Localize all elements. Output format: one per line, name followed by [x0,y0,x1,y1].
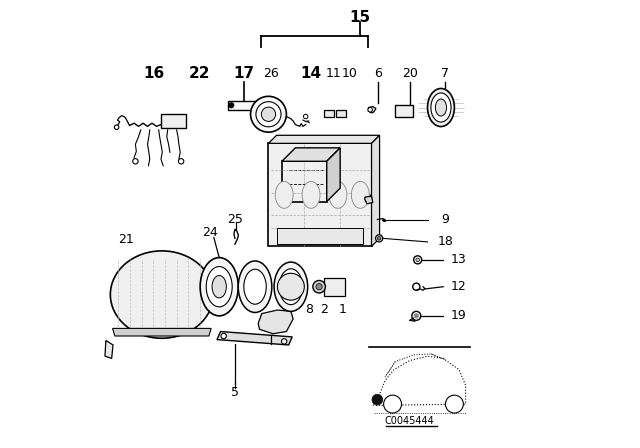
Circle shape [261,107,276,121]
Circle shape [132,159,138,164]
Ellipse shape [351,181,369,208]
Polygon shape [258,310,293,334]
Bar [161,114,186,128]
Polygon shape [365,196,373,204]
Circle shape [303,114,308,119]
Text: 5: 5 [231,385,239,399]
Bar [324,278,345,296]
Circle shape [115,125,119,129]
Text: 25: 25 [227,213,243,226]
Ellipse shape [431,93,451,122]
Ellipse shape [244,269,266,304]
Polygon shape [113,328,211,336]
Ellipse shape [206,267,232,307]
Text: 13: 13 [451,253,467,267]
Text: 11: 11 [326,67,341,81]
Circle shape [368,108,372,112]
Ellipse shape [329,181,347,208]
Circle shape [278,273,305,300]
Polygon shape [278,228,362,244]
Ellipse shape [274,262,308,311]
Circle shape [413,283,420,290]
Text: ✦═╌: ✦═╌ [165,116,181,125]
Circle shape [445,395,463,413]
Circle shape [251,96,287,132]
Circle shape [282,339,287,344]
Text: 24: 24 [202,226,218,240]
Circle shape [413,256,422,264]
Text: 20: 20 [402,67,417,81]
Bar [396,105,413,117]
Ellipse shape [110,251,213,338]
Polygon shape [269,135,380,143]
Circle shape [228,103,234,108]
Text: 22: 22 [188,66,210,82]
Text: 6: 6 [374,67,382,81]
Text: 19: 19 [451,309,467,323]
Circle shape [221,333,227,339]
Polygon shape [369,107,376,113]
Ellipse shape [435,99,447,116]
Ellipse shape [302,181,320,208]
Circle shape [179,159,184,164]
Polygon shape [105,340,113,358]
Text: 26: 26 [263,67,278,81]
Circle shape [416,258,419,262]
Circle shape [376,235,383,242]
Circle shape [414,314,419,318]
Polygon shape [217,332,292,345]
Text: C0045444: C0045444 [385,416,435,426]
Polygon shape [282,148,340,161]
Text: 12: 12 [451,280,467,293]
Bar [324,110,334,117]
Text: 14: 14 [300,66,322,82]
Text: 3: 3 [285,302,292,316]
Text: 9: 9 [442,213,449,226]
Polygon shape [269,143,371,246]
Polygon shape [327,148,340,202]
Ellipse shape [275,181,293,208]
Ellipse shape [200,258,238,316]
Text: 8: 8 [305,302,313,316]
Text: 16: 16 [143,66,165,82]
Circle shape [256,102,281,127]
Circle shape [378,237,381,240]
Text: 1: 1 [339,302,346,316]
Text: 18: 18 [438,235,453,249]
Text: 15: 15 [349,10,371,26]
Circle shape [383,395,401,413]
Text: 2: 2 [321,302,328,316]
Bar [228,101,257,110]
Text: 21: 21 [118,233,134,246]
Polygon shape [282,161,327,202]
Circle shape [316,284,323,290]
Text: 23: 23 [364,193,380,206]
Circle shape [412,311,421,320]
Ellipse shape [238,261,272,313]
Text: 4: 4 [267,334,275,347]
Circle shape [372,394,383,405]
Circle shape [313,280,325,293]
Text: 17: 17 [233,66,255,82]
Polygon shape [371,135,380,246]
Text: 7: 7 [442,67,449,81]
Text: 10: 10 [341,67,357,81]
Bar [336,110,346,117]
Ellipse shape [212,276,227,298]
Ellipse shape [428,89,454,127]
Ellipse shape [279,269,303,305]
